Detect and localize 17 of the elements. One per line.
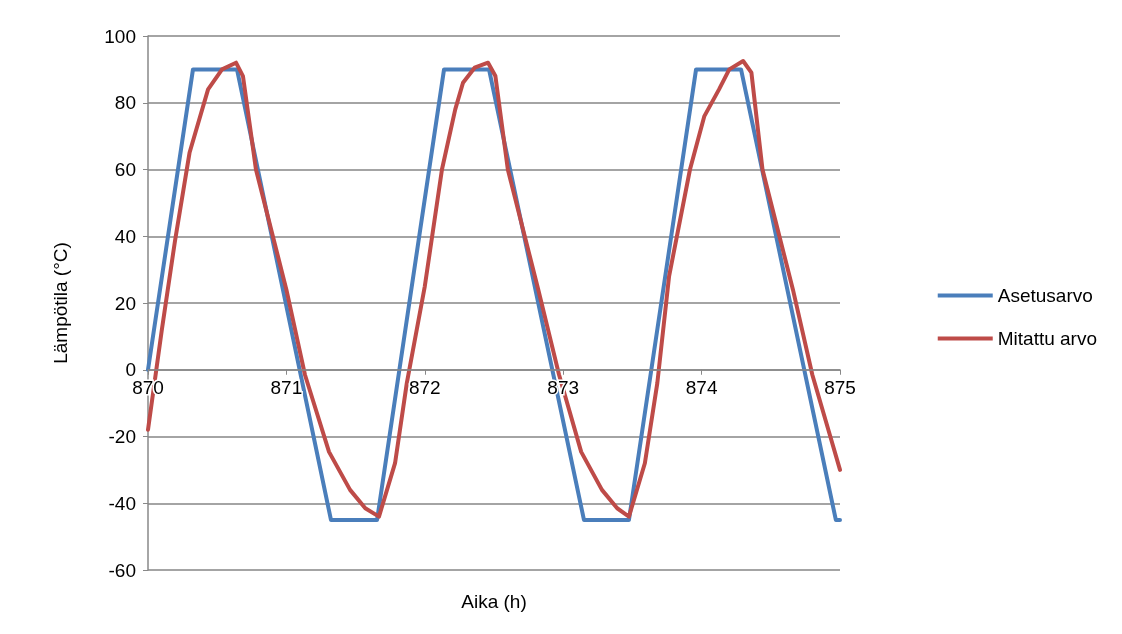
legend-label: Asetusarvo [997,285,1093,306]
y-tick-label: 40 [114,225,136,247]
y-tick-label: -60 [108,559,136,581]
x-tick-label: 875 [824,376,856,398]
x-tick-label: 872 [408,376,441,398]
y-tick-label: 20 [114,292,136,314]
y-tick-label: 100 [104,25,136,47]
y-axis-title: Lämpötila (°C) [50,242,71,364]
x-tick-label: 871 [270,376,303,398]
y-tick-label: -20 [108,426,136,447]
y-tick-label: 0 [125,359,136,381]
legend-label: Mitattu arvo [997,328,1098,349]
x-tick-label: 874 [685,376,718,398]
y-tick-label: 80 [114,92,136,114]
x-axis-title: Aika (h) [461,591,527,612]
y-tick-label: 60 [114,159,136,180]
y-tick-label: -40 [108,492,136,514]
